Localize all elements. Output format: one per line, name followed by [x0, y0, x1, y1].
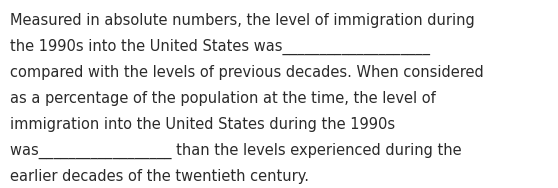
Text: as a percentage of the population at the time, the level of: as a percentage of the population at the… [10, 91, 436, 106]
Text: the 1990s into the United States was____________________: the 1990s into the United States was____… [10, 39, 430, 55]
Text: earlier decades of the twentieth century.: earlier decades of the twentieth century… [10, 169, 309, 184]
Text: was__________________ than the levels experienced during the: was__________________ than the levels ex… [10, 143, 461, 159]
Text: immigration into the United States during the 1990s: immigration into the United States durin… [10, 117, 395, 132]
Text: Measured in absolute numbers, the level of immigration during: Measured in absolute numbers, the level … [10, 13, 475, 28]
Text: compared with the levels of previous decades. When considered: compared with the levels of previous dec… [10, 65, 484, 80]
